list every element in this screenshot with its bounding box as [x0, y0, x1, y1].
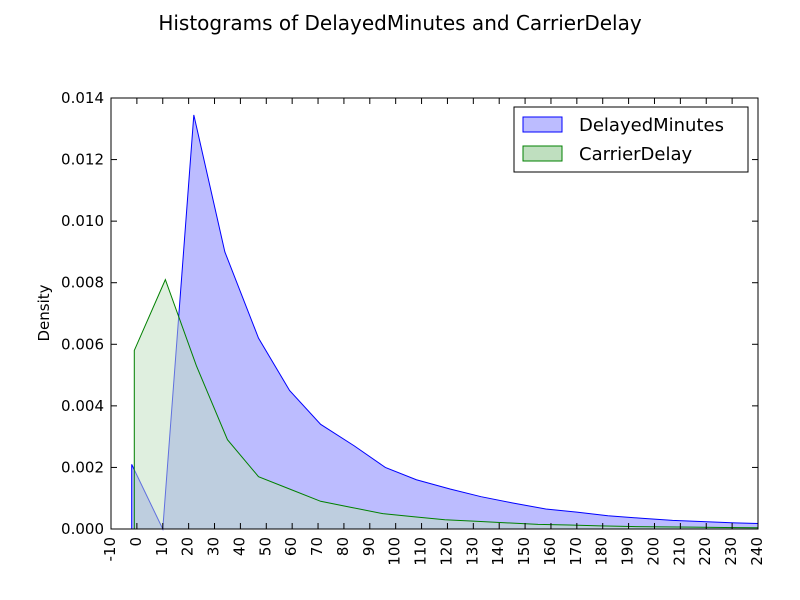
legend-label-delayedminutes: DelayedMinutes — [579, 115, 724, 136]
y-axis-label: Density — [35, 284, 53, 341]
legend-swatch-carrierdelay — [522, 145, 563, 162]
x-tick-label: 40 — [230, 537, 248, 556]
x-tick-label: 70 — [308, 537, 326, 556]
area-delayedminutes — [131, 114, 759, 531]
legend-label-carrierdelay: CarrierDelay — [579, 144, 693, 165]
y-tick-label: 0.004 — [61, 397, 104, 415]
x-tick-label: 110 — [412, 537, 430, 566]
x-tick-label: 10 — [153, 537, 171, 556]
x-tick-label: 180 — [593, 537, 611, 566]
ticks-layer: -10 0 10 20 30 40 50 60 70 80 90 100 110 120 130 140 150… — [61, 89, 766, 566]
y-tick-label: 0.006 — [61, 335, 104, 353]
x-tick-label: 130 — [463, 537, 481, 566]
legend: DelayedMinutes CarrierDelay — [513, 106, 749, 173]
series-layer — [131, 114, 759, 531]
x-tick-label: 200 — [644, 537, 662, 566]
x-tick-label: 220 — [696, 537, 714, 566]
x-tick-label: 170 — [567, 537, 585, 566]
y-tick-label: 0.010 — [61, 212, 104, 230]
x-tick-label: 30 — [205, 537, 223, 556]
y-tick-label: 0.000 — [61, 520, 104, 538]
area-carrierdelay — [133, 278, 759, 530]
x-tick-label: 190 — [619, 537, 637, 566]
y-tick-label: 0.008 — [61, 274, 104, 292]
x-tick-label: 60 — [282, 537, 300, 556]
x-tick-label: 50 — [256, 537, 274, 556]
x-tick-label: 120 — [437, 537, 455, 566]
x-tick-label: 210 — [670, 537, 688, 566]
chart-title: Histograms of DelayedMinutes and Carrier… — [158, 11, 642, 35]
x-tick-label: 100 — [386, 537, 404, 566]
x-tick-label: 140 — [489, 537, 507, 566]
x-tick-label: -10 — [101, 537, 119, 562]
y-tick-label: 0.014 — [61, 89, 104, 107]
y-tick-label: 0.012 — [61, 151, 104, 169]
x-tick-label: 230 — [722, 537, 740, 566]
y-tick-label: 0.002 — [61, 458, 104, 476]
x-tick-label: 20 — [179, 537, 197, 556]
x-tick-label: 0 — [127, 537, 145, 547]
x-tick-label: 150 — [515, 537, 533, 566]
x-tick-label: 90 — [360, 537, 378, 556]
legend-swatch-delayedminutes — [522, 116, 563, 133]
plot-frame — [110, 97, 759, 530]
x-tick-label: 160 — [541, 537, 559, 566]
x-tick-label: 240 — [748, 537, 766, 566]
x-tick-label: 80 — [334, 537, 352, 556]
